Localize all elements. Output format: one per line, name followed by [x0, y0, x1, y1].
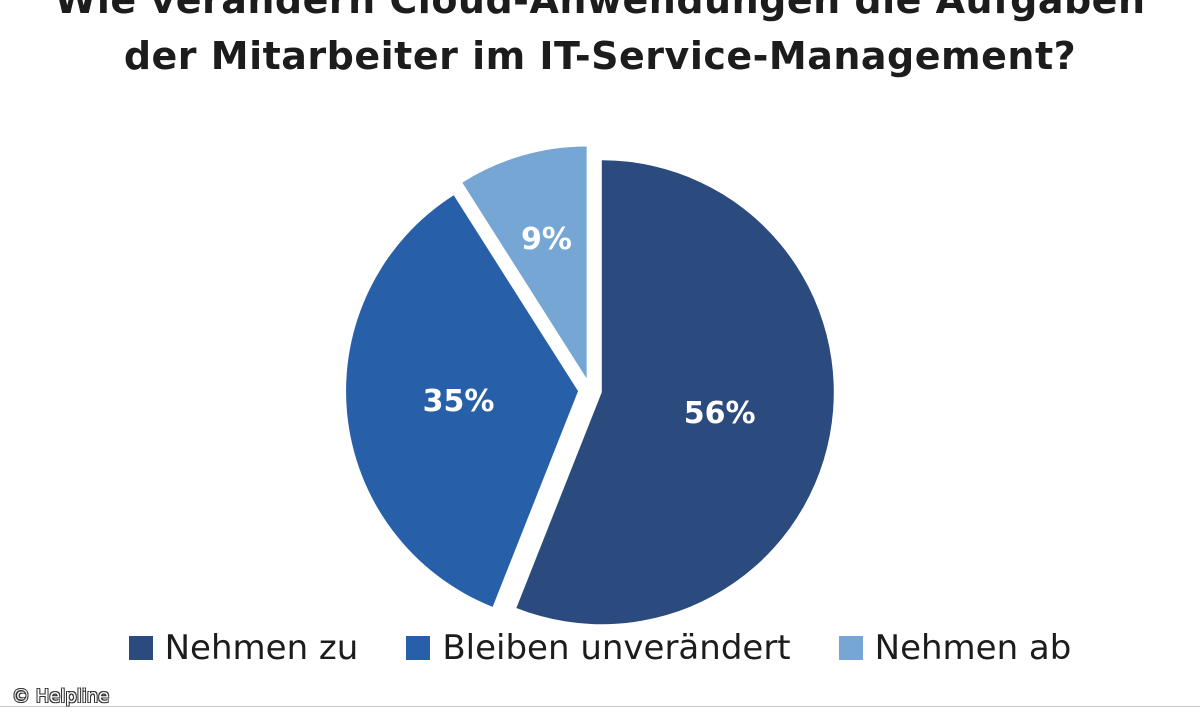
slice-value-label: 9% [521, 222, 572, 257]
pie-slice-3 [462, 146, 587, 379]
legend-item-nehmen-ab: Nehmen ab [838, 628, 1072, 668]
legend-label: Bleiben unverändert [442, 628, 791, 668]
legend-label: Nehmen zu [164, 628, 359, 668]
slice-value-label: 56% [684, 396, 756, 431]
copyright-notice: © Helpline [12, 686, 110, 707]
pie-slice-2 [346, 195, 579, 607]
chart-title-line-2: der Mitarbeiter im IT-Service-Management… [123, 34, 1077, 78]
legend: Nehmen zu Bleiben unverändert Nehmen ab [0, 628, 1200, 668]
chart-title: Wie verändern Cloud-Anwendungen die Aufg… [0, 0, 1200, 84]
legend-swatch [406, 636, 431, 660]
footer-divider [0, 706, 1200, 707]
slice-value-label: 35% [423, 384, 495, 419]
legend-item-nehmen-zu: Nehmen zu [128, 628, 359, 668]
legend-swatch [838, 636, 863, 660]
pie-slice-1 [516, 160, 834, 625]
legend-label: Nehmen ab [874, 628, 1072, 668]
chart-title-line-1: Wie verändern Cloud-Anwendungen die Aufg… [54, 0, 1146, 22]
legend-item-bleiben-unveraendert: Bleiben unverändert [406, 628, 791, 668]
legend-swatch [128, 636, 153, 660]
